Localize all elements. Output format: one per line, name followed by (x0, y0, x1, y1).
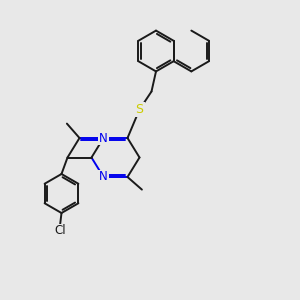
Text: N: N (99, 131, 108, 145)
Text: Cl: Cl (54, 224, 66, 238)
Text: S: S (136, 103, 143, 116)
Text: N: N (99, 170, 108, 184)
